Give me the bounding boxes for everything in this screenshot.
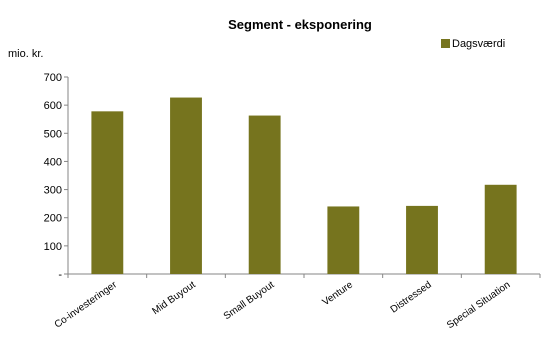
x-tick-label: Venture [320, 279, 355, 308]
x-labels: Co-investeringer Mid Buyout Small Buyout Ve… [53, 279, 513, 331]
y-tick-label: 400 [44, 156, 62, 168]
bar [484, 184, 517, 274]
bar [170, 97, 202, 275]
y-axis-label: mio. kr. [8, 48, 43, 60]
bar [406, 205, 438, 274]
y-ticks: - 100 200 300 400 500 600 700 [44, 72, 68, 281]
bar [248, 115, 281, 274]
y-tick-label: 500 [44, 128, 62, 140]
y-tick-label: 200 [44, 213, 62, 225]
axes [67, 77, 541, 278]
y-tick-label: 100 [44, 241, 62, 253]
x-tick-label: Small Buyout [222, 279, 277, 322]
chart-title: Segment - eksponering [228, 17, 372, 32]
legend: Dagsværdi [441, 38, 505, 50]
legend-swatch [441, 39, 450, 48]
y-tick-label: 600 [44, 100, 62, 112]
x-tick-label: Mid Buyout [150, 279, 197, 317]
y-tick-label: 300 [44, 185, 62, 197]
bar [91, 111, 124, 274]
x-tick-label: Distressed [389, 279, 434, 315]
y-tick-label: 700 [44, 72, 62, 84]
bars [91, 97, 517, 275]
bar [327, 206, 360, 274]
x-tick-label: Special Situation [445, 279, 512, 331]
y-tick-label: - [58, 269, 62, 281]
legend-label: Dagsværdi [452, 38, 505, 50]
x-tick-label: Co-investeringer [53, 279, 120, 330]
